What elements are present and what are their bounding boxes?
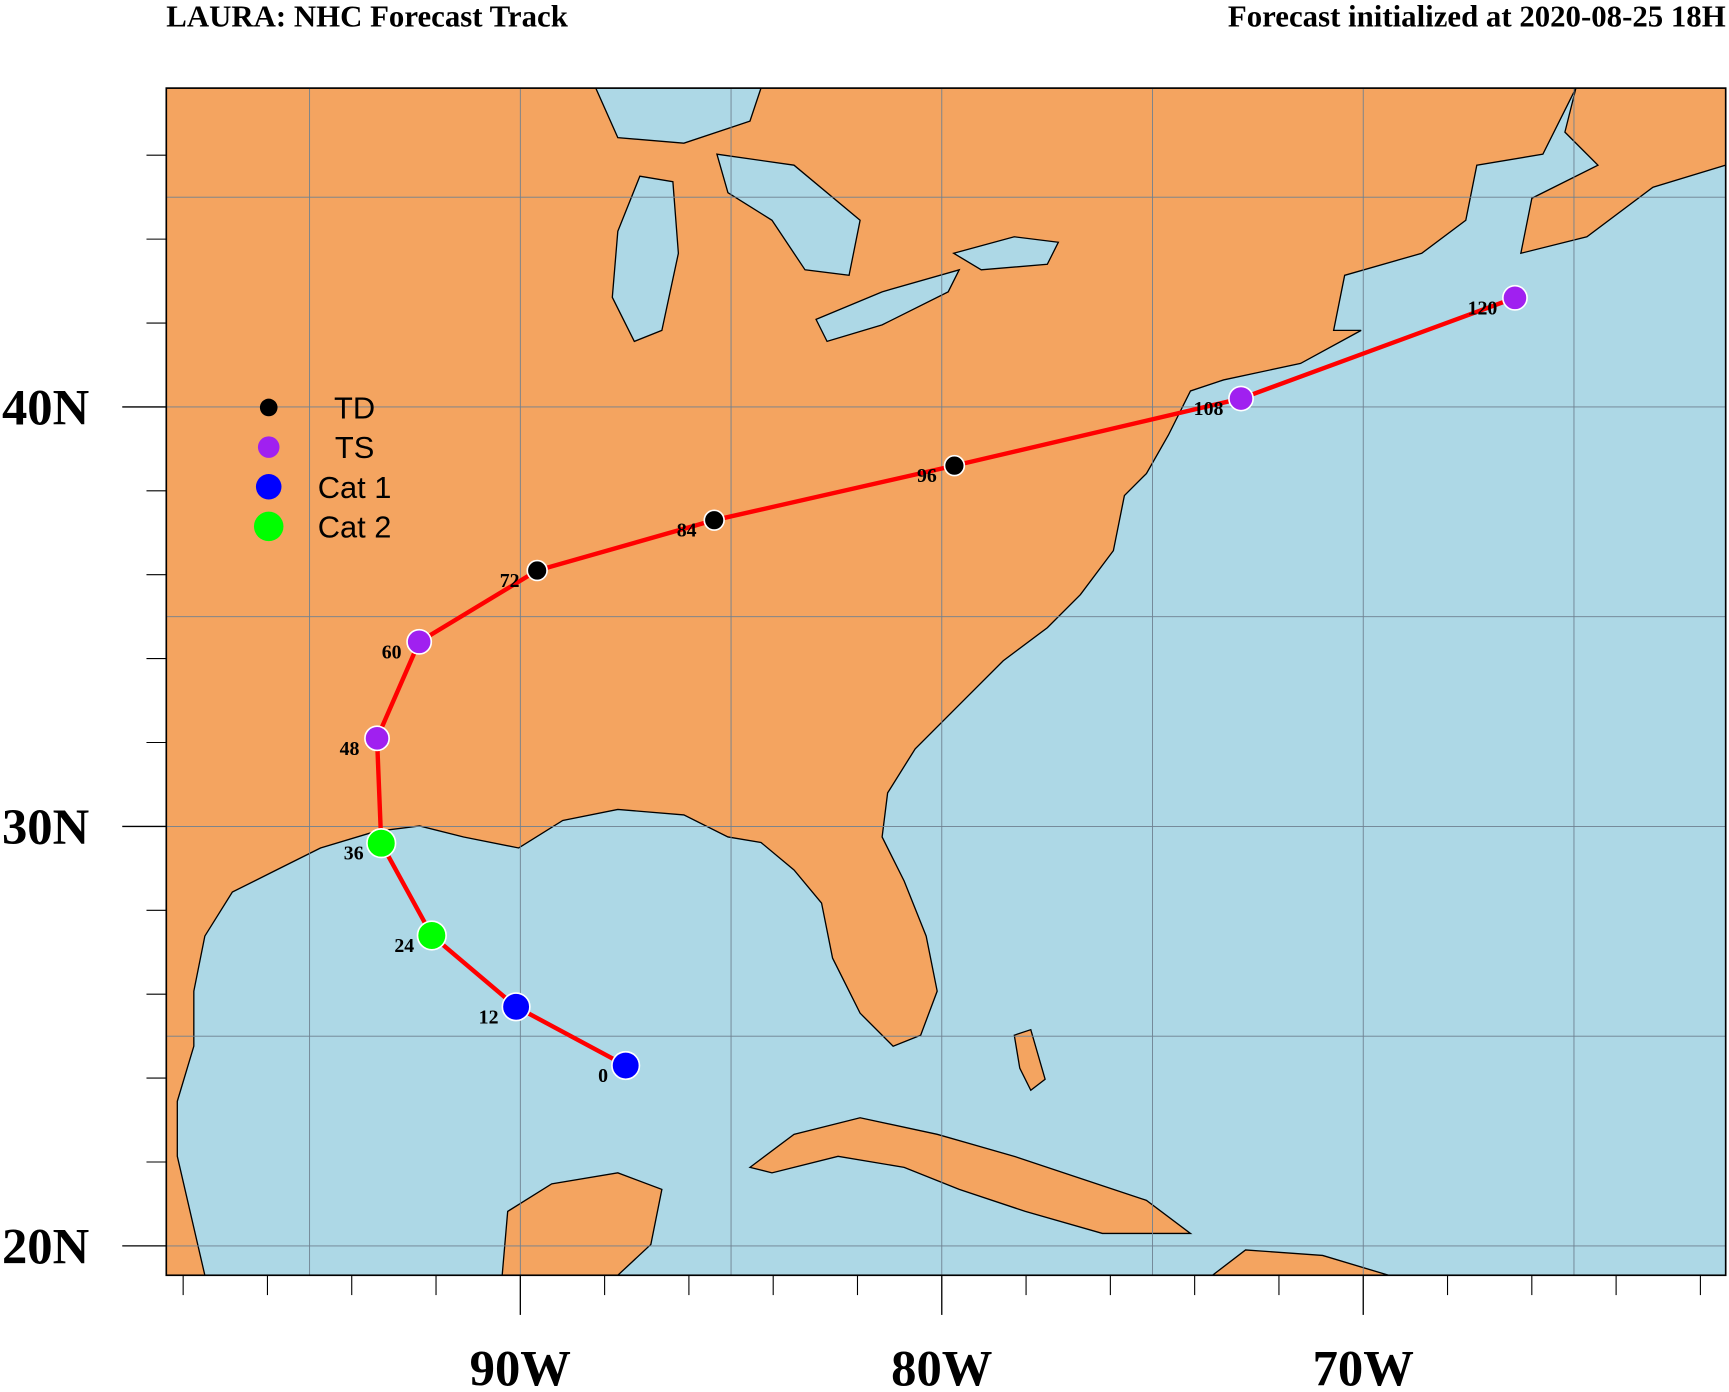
track-point <box>501 992 531 1022</box>
track-point <box>406 628 433 655</box>
hour-label: 0 <box>598 1065 608 1087</box>
y-tick-label: 30N <box>2 799 89 855</box>
hour-label: 12 <box>479 1006 499 1028</box>
track-point <box>1502 284 1528 311</box>
legend-marker <box>255 473 282 500</box>
track-point <box>1228 385 1254 412</box>
bahamas <box>1013 1028 1046 1092</box>
legend-label: TS <box>335 430 374 465</box>
legend-marker <box>253 511 284 542</box>
lake-erie <box>815 268 961 343</box>
track-point <box>611 1050 641 1081</box>
track-point <box>943 454 966 477</box>
track-point <box>526 559 548 582</box>
lake-ontario <box>952 236 1060 271</box>
y-tick-label: 20N <box>2 1219 89 1275</box>
legend-label: TD <box>334 390 375 425</box>
hour-label: 36 <box>344 843 364 865</box>
map-frame <box>165 87 1727 1277</box>
cuba <box>748 1117 1193 1235</box>
legend-label: Cat 1 <box>318 470 392 505</box>
yucatan <box>501 1172 663 1276</box>
track-point <box>364 725 390 752</box>
hour-label: 96 <box>917 465 937 487</box>
hour-label: 120 <box>1468 297 1498 319</box>
legend-marker <box>257 436 280 458</box>
hour-label: 108 <box>1194 398 1224 420</box>
hour-label: 48 <box>340 738 360 760</box>
title: LAURA: NHC Forecast Track <box>166 0 568 33</box>
north-america <box>165 87 1577 1276</box>
basemap <box>165 87 1727 1276</box>
track-point <box>703 509 725 531</box>
x-tick-label: 90W <box>470 1340 571 1392</box>
y-tick-label: 40N <box>2 380 89 436</box>
subtitle: Forecast initialized at 2020-08-25 18H <box>1228 0 1726 33</box>
legend-marker <box>259 398 278 417</box>
lake-michigan <box>611 175 680 343</box>
hour-label: 72 <box>500 570 520 592</box>
track-point <box>366 828 397 859</box>
track-point <box>416 920 447 951</box>
hour-label: 84 <box>677 520 697 542</box>
grid <box>166 88 1726 1276</box>
legend-label: Cat 2 <box>318 509 392 544</box>
x-tick-label: 70W <box>1313 1340 1414 1392</box>
x-tick-label: 80W <box>891 1340 992 1392</box>
hour-label: 60 <box>382 641 402 663</box>
hour-label: 24 <box>394 935 414 957</box>
